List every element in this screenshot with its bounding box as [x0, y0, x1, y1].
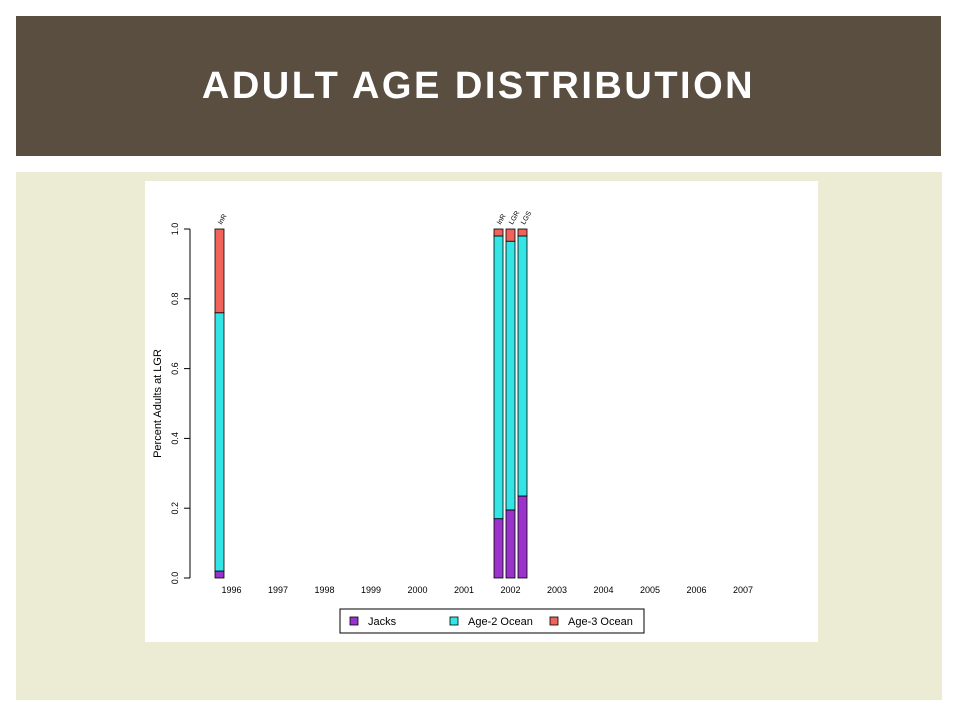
x-tick-label: 2000: [407, 585, 427, 595]
y-tick-label: 0.2: [170, 502, 180, 515]
legend-label: Age-3 Ocean: [568, 616, 633, 628]
legend-swatch: [349, 616, 359, 626]
x-tick-label: 2002: [500, 585, 520, 595]
bar-segment: [214, 570, 225, 579]
bar-segment: [505, 228, 516, 242]
x-tick-label: 2001: [454, 585, 474, 595]
bar-segment: [493, 228, 504, 237]
legend-label: Age-2 Ocean: [468, 616, 533, 628]
y-tick-label: 0.6: [170, 362, 180, 375]
slide-header: ADULT AGE DISTRIBUTION: [16, 16, 941, 156]
legend-box: [339, 608, 645, 634]
x-tick-label: 2005: [640, 585, 660, 595]
bar-segment: [505, 509, 516, 579]
bar-segment: [517, 235, 528, 497]
bar-segment: [517, 228, 528, 237]
bar-label: InR: [496, 213, 508, 226]
y-tick-label: 0.0: [170, 572, 180, 585]
x-tick-label: 2006: [686, 585, 706, 595]
bar-segment: [505, 240, 516, 511]
y-axis-label: Percent Adults at LGR: [152, 349, 164, 458]
chart-legend: Jacks Age-2 Ocean Age-3 Ocean: [339, 608, 645, 634]
bar-label: LGS: [520, 210, 533, 226]
legend-swatch: [549, 616, 559, 626]
x-tick-label: 1999: [361, 585, 381, 595]
bar-segment: [214, 312, 225, 572]
chart-axes: 0.0 0.2 0.4 0.6 0.8 1.0 Percent Adults at LGR 1…: [152, 223, 753, 595]
y-tick-label: 1.0: [170, 223, 180, 236]
x-tick-label: 1998: [314, 585, 334, 595]
bar-segment: [517, 495, 528, 579]
bar-label: InR: [217, 213, 229, 226]
y-tick-label: 0.8: [170, 293, 180, 306]
bar-segment: [214, 228, 225, 314]
x-tick-label: 1997: [268, 585, 288, 595]
bar-segment: [493, 518, 504, 579]
legend-swatch: [449, 616, 459, 626]
slide-title: ADULT AGE DISTRIBUTION: [201, 64, 756, 107]
x-tick-label: 2004: [593, 585, 613, 595]
x-tick-label: 2007: [733, 585, 753, 595]
stacked-bar-chart: 0.0 0.2 0.4 0.6 0.8 1.0 Percent Adults at LGR 1…: [152, 210, 753, 634]
x-tick-label: 2003: [547, 585, 567, 595]
legend-label: Jacks: [368, 616, 397, 628]
bar-label: LGR: [508, 210, 521, 226]
y-tick-label: 0.4: [170, 432, 180, 445]
chart-panel: 0.0 0.2 0.4 0.6 0.8 1.0 Percent Adults at LGR 1…: [145, 181, 818, 642]
x-tick-label: 1996: [221, 585, 241, 595]
bar-segment: [493, 235, 504, 520]
